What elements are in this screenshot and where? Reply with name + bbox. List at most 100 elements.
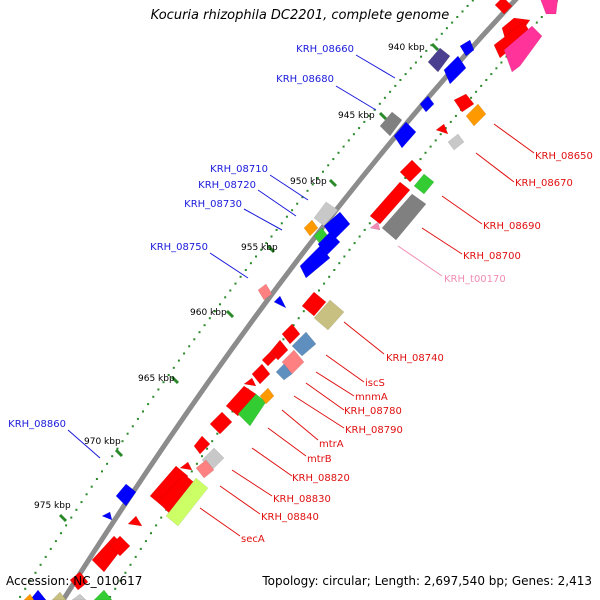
- gene-feature-red[interactable]: [209, 411, 233, 435]
- gene-feature-red[interactable]: [281, 323, 301, 345]
- gene-label[interactable]: KRH_t00170: [444, 274, 506, 285]
- scale-label: 965 kbp: [138, 374, 175, 384]
- scale-label: 970 kbp: [84, 437, 121, 447]
- gene-label[interactable]: KRH_08780: [344, 406, 402, 417]
- gene-feature-khaki[interactable]: [313, 299, 345, 331]
- gene-feature-lightgray[interactable]: [313, 201, 339, 227]
- ring-dot: [424, 151, 427, 154]
- gene-feature-gray[interactable]: [379, 111, 403, 137]
- gene-feature-red[interactable]: [369, 181, 411, 225]
- gene-label[interactable]: KRH_08720: [198, 180, 256, 191]
- gene-label[interactable]: iscS: [365, 378, 385, 389]
- ring-dot: [224, 296, 227, 299]
- gene-feature-trna[interactable]: [369, 221, 381, 231]
- ring-dot: [297, 317, 300, 320]
- gene-feature-gray[interactable]: [381, 193, 427, 241]
- gene-feature-red[interactable]: [127, 515, 143, 527]
- ring-dot: [425, 49, 428, 52]
- gene-feature-salmon[interactable]: [195, 459, 215, 479]
- gene-label[interactable]: KRH_08820: [292, 473, 350, 484]
- gene-feature-red[interactable]: [435, 123, 449, 135]
- ring-dot: [327, 164, 330, 167]
- gene-feature-blue[interactable]: [443, 55, 467, 85]
- ring-dot: [353, 242, 356, 245]
- gene-feature-red[interactable]: [109, 535, 131, 557]
- gene-feature-purple[interactable]: [427, 47, 451, 73]
- gene-feature-red[interactable]: [149, 465, 189, 507]
- ring-dot: [471, 0, 474, 2]
- gene-feature-red[interactable]: [69, 571, 89, 591]
- gene-label[interactable]: mtrA: [319, 439, 344, 450]
- ring-dot: [136, 417, 139, 420]
- gene-feature-red[interactable]: [243, 377, 257, 387]
- ring-dot: [363, 120, 366, 123]
- gene-feature-orange[interactable]: [259, 387, 275, 405]
- gene-feature-orange[interactable]: [465, 103, 487, 127]
- gene-feature-orange[interactable]: [23, 593, 35, 600]
- ring-dot: [172, 366, 175, 369]
- ring-dot: [139, 547, 142, 550]
- gene-label[interactable]: KRH_08730: [184, 199, 242, 210]
- leader-line-right: [475, 152, 515, 183]
- gene-feature-blue[interactable]: [419, 95, 435, 113]
- gene-label[interactable]: KRH_08790: [345, 425, 403, 436]
- gene-label[interactable]: KRH_08670: [515, 178, 573, 189]
- ring-dot: [229, 289, 232, 292]
- gene-feature-red[interactable]: [399, 159, 423, 183]
- ring-dot: [124, 571, 127, 574]
- gene-feature-red[interactable]: [179, 461, 193, 471]
- gene-feature-steel[interactable]: [291, 331, 317, 357]
- ring-dot: [119, 579, 122, 582]
- gene-label[interactable]: KRH_08710: [210, 164, 268, 175]
- gene-feature-red[interactable]: [251, 363, 271, 385]
- gene-feature-blue[interactable]: [101, 511, 113, 521]
- gene-feature-blue[interactable]: [29, 589, 47, 600]
- gene-feature-pink[interactable]: [503, 25, 543, 73]
- gene-label[interactable]: KRH_08660: [296, 44, 354, 55]
- gene-label[interactable]: KRH_08700: [463, 251, 521, 262]
- gene-feature-salmon[interactable]: [257, 283, 273, 301]
- leader-line-right: [343, 321, 385, 355]
- gene-feature-orange[interactable]: [303, 219, 319, 237]
- gene-label[interactable]: KRH_08830: [273, 494, 331, 505]
- ring-dot: [65, 524, 68, 527]
- gene-label[interactable]: KRH_08740: [386, 353, 444, 364]
- gene-feature-steel[interactable]: [275, 363, 293, 381]
- gene-feature-blue[interactable]: [459, 39, 475, 57]
- gene-label[interactable]: KRH_08690: [483, 221, 541, 232]
- ring-dot: [111, 455, 114, 458]
- gene-feature-blue[interactable]: [115, 483, 137, 507]
- gene-label[interactable]: KRH_08840: [261, 512, 319, 523]
- gene-label[interactable]: KRH_08650: [535, 151, 593, 162]
- gene-label[interactable]: KRH_08680: [276, 74, 334, 85]
- ring-dot: [306, 189, 309, 192]
- ring-dot: [142, 410, 144, 413]
- ring-dot: [358, 235, 361, 238]
- gene-feature-pink[interactable]: [540, 0, 559, 15]
- ring-dot: [333, 269, 336, 271]
- gene-feature-blue[interactable]: [393, 121, 417, 149]
- gene-feature-blue[interactable]: [317, 231, 341, 257]
- gene-feature-lightgray[interactable]: [71, 593, 87, 600]
- ring-dot: [302, 310, 305, 313]
- ring-dot: [190, 470, 193, 473]
- gene-label[interactable]: KRH_08860: [8, 419, 66, 430]
- scale-labels: 940 kbp 945 kbp 950 kbp 955 kbp 960 kbp …: [34, 43, 425, 511]
- gene-feature-green[interactable]: [413, 173, 435, 195]
- gene-feature-blue[interactable]: [299, 245, 331, 279]
- gene-label[interactable]: mnmA: [355, 392, 388, 403]
- gene-feature-lightgray[interactable]: [447, 133, 465, 151]
- gene-feature-red[interactable]: [193, 435, 211, 455]
- gene-feature-red[interactable]: [494, 0, 513, 15]
- ring-dot: [193, 338, 196, 341]
- gene-feature-khaki[interactable]: [51, 591, 67, 600]
- gene-feature-lime[interactable]: [165, 477, 209, 527]
- gene-feature-green[interactable]: [93, 589, 113, 600]
- gene-feature-blue[interactable]: [273, 295, 287, 309]
- gene-label[interactable]: KRH_08750: [150, 242, 208, 253]
- gene-label[interactable]: mtrB: [307, 454, 332, 465]
- gene-feature-red[interactable]: [261, 351, 277, 367]
- gene-feature-red[interactable]: [301, 291, 327, 317]
- gene-label[interactable]: secA: [241, 534, 265, 545]
- gene-feature-red[interactable]: [453, 93, 475, 113]
